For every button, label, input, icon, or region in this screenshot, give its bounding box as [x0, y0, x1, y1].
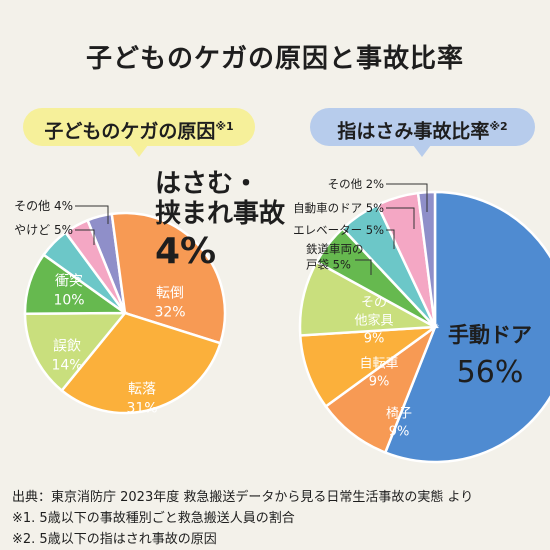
left-slice-label-0-value: 4% — [155, 231, 216, 272]
right-slice-label-2-value: 9% — [369, 375, 390, 390]
bubble-tail-right — [413, 145, 431, 157]
right-slice-label-1-name: 椅子 — [386, 407, 412, 422]
left-slice-label-0-name: はさむ・ — [155, 169, 259, 199]
left-pie-slice-2 — [60, 311, 222, 415]
right-slice-label-6-name: 自動車のドア 5% — [293, 201, 384, 215]
right-slice-label-5-name: エレベーター 5% — [293, 223, 384, 237]
right-slice-label-5-leader-line — [386, 229, 395, 249]
right-slice-label-4-name: 鉄道車両の — [306, 242, 364, 256]
right-slice-label-3-value: 9% — [364, 332, 385, 347]
footnote-2: ※2. 5歳以下の指はされ事故の原因 — [12, 532, 217, 547]
left-slice-label-1-value: 32% — [154, 304, 185, 320]
right-slice-label-2-name: 自転車 — [359, 357, 398, 372]
right-slice-label-0-name: 手動ドア — [448, 323, 532, 347]
left-slice-label-6-name: その他 4% — [14, 199, 73, 213]
left-slice-label-5-name: やけど 5% — [14, 223, 73, 237]
chart-title-right-text: 指はさみ事故比率 — [337, 120, 490, 143]
left-slice-label-3-value: 14% — [51, 357, 82, 373]
right-slice-label-0-value: 56% — [457, 355, 524, 390]
right-slice-label-1-value: 9% — [389, 425, 410, 440]
left-slice-label-3-name: 誤飲 — [53, 338, 81, 354]
chart-title-left-text: 子どものケガの原因 — [44, 120, 216, 143]
left-slice-label-4-value: 10% — [53, 292, 84, 308]
left-slice-label-1-name: 転倒 — [156, 285, 184, 301]
source-note: 出典：東京消防庁 2023年度 救急搬送データから見る日常生活事故の実態 より — [12, 490, 474, 505]
right-slice-label-7-leader-line — [386, 183, 428, 212]
footnote-1: ※1. 5歳以下の事故種別ごと救急搬送人員の割合 — [12, 511, 295, 526]
chart-title-left: 子どものケガの原因※1 — [23, 108, 255, 157]
right-slice-label-7-name: その他 2% — [328, 177, 384, 191]
left-pie-slice-1 — [110, 211, 227, 345]
left-pie-slice-6 — [63, 218, 127, 314]
right-slice-label-4-leader-line — [355, 259, 372, 275]
right-slice-label-4-value: 戸袋 5% — [306, 258, 351, 272]
left-pie-slice-3 — [23, 311, 128, 393]
left-slice-label-2-value: 31% — [126, 400, 157, 416]
right-pie-slice-0 — [383, 190, 550, 464]
chart-title-right-note: ※2 — [489, 120, 508, 133]
left-slice-label-0-name: 挟まれ事故 — [155, 199, 285, 229]
right-slice-label-6-leader-line — [386, 207, 415, 229]
left-slice-label-6-leader-line — [75, 205, 109, 224]
main-title: 子どものケガの原因と事故比率 — [85, 44, 464, 74]
right-slice-label-3-name: 他家具 — [354, 313, 393, 329]
left-slice-label-2-name: 転落 — [128, 381, 156, 397]
right-slice-label-3-name: その — [361, 296, 387, 311]
bubble-tail-left — [130, 145, 148, 157]
left-slice-label-5-leader-line — [75, 229, 95, 245]
chart-title-left-note: ※1 — [215, 120, 234, 133]
chart-title-right: 指はさみ事故比率※2 — [310, 108, 535, 157]
left-slice-label-4-name: 衝突 — [55, 273, 83, 289]
